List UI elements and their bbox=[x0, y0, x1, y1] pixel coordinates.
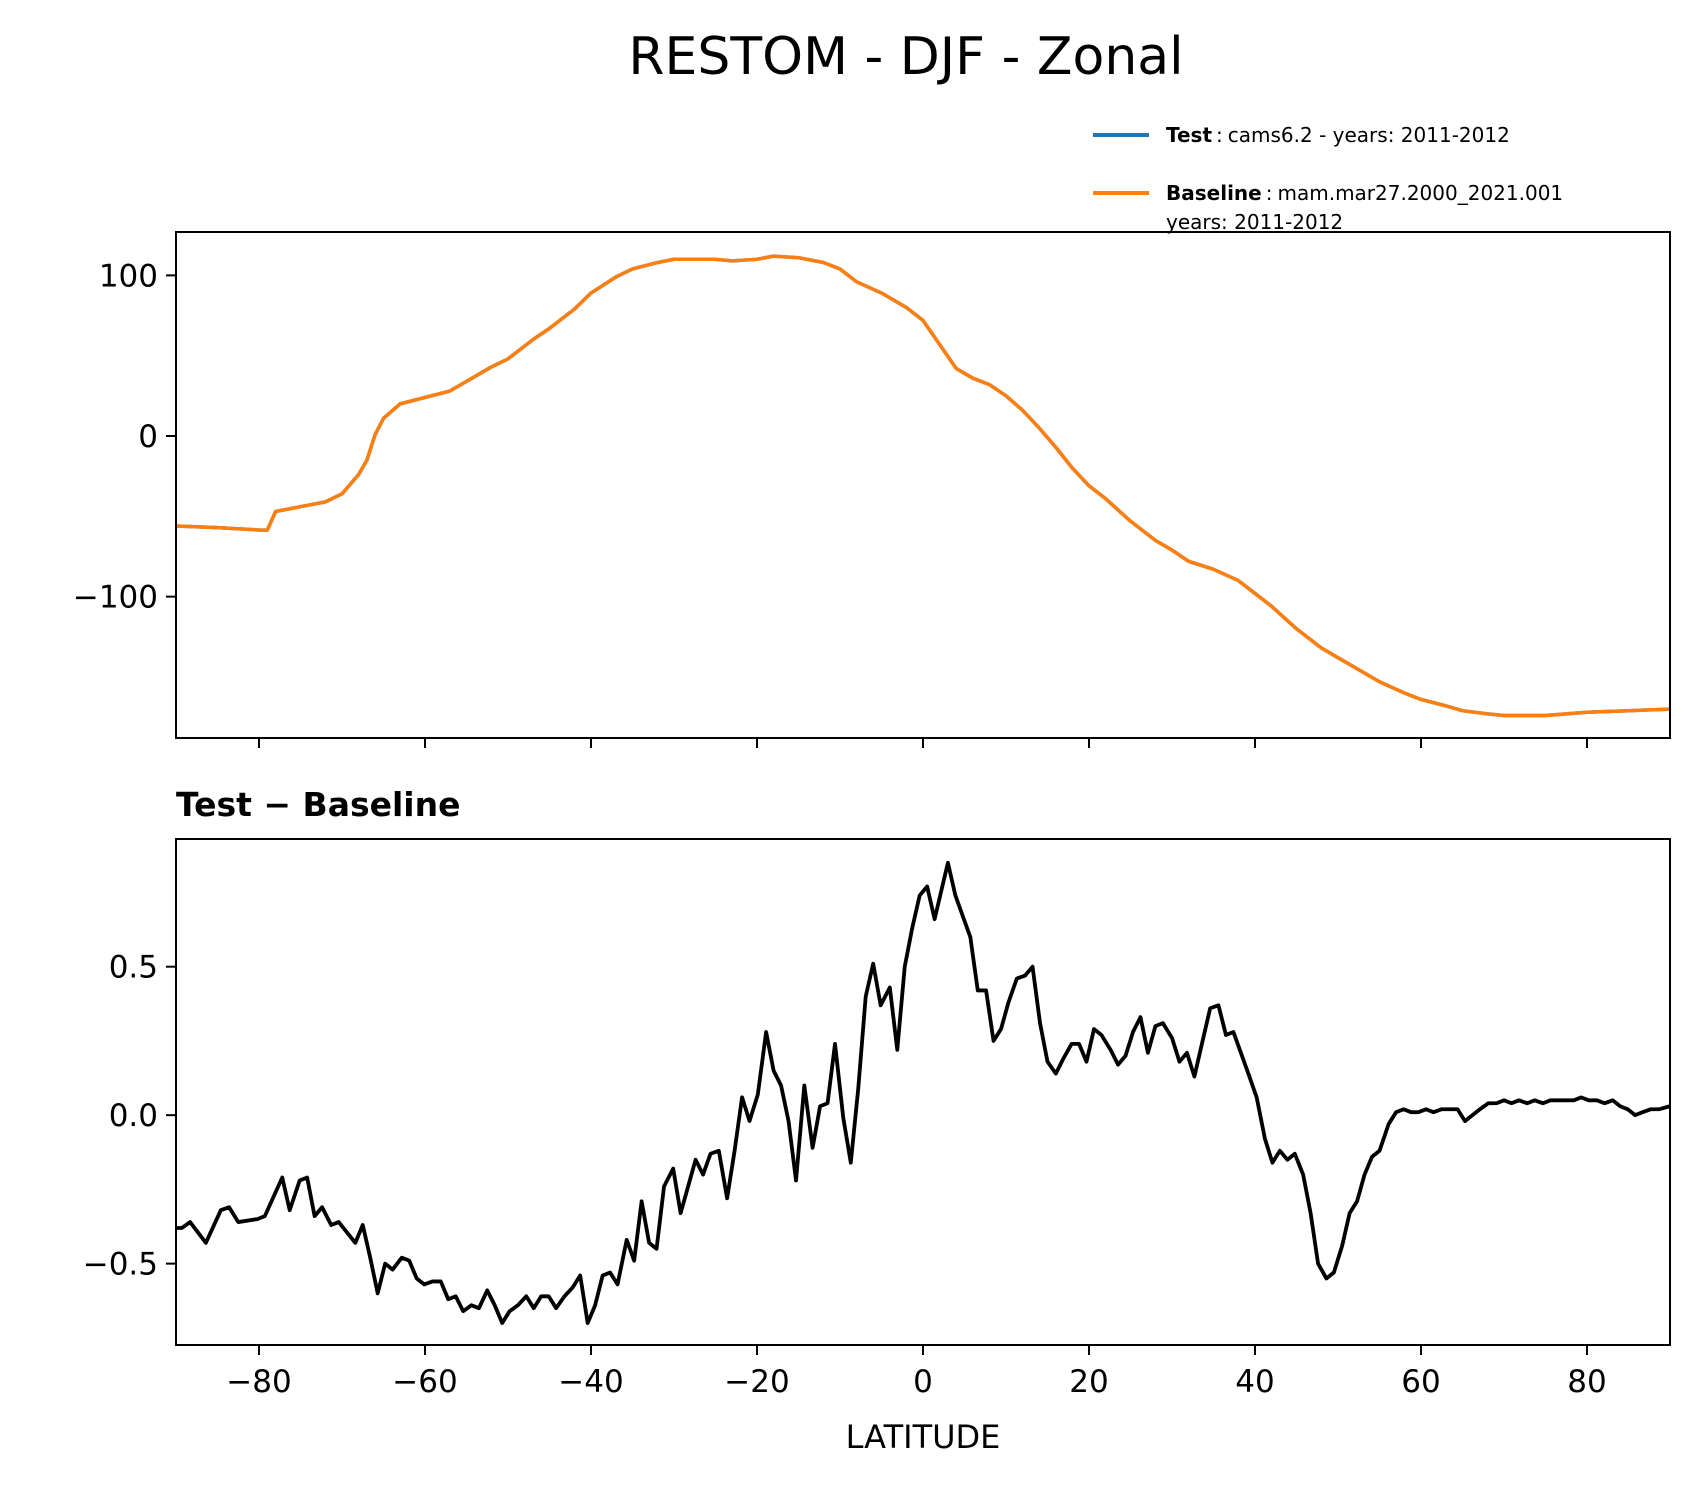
legend-name: Test bbox=[1166, 123, 1212, 147]
y-tick-label: −0.5 bbox=[83, 1247, 158, 1283]
legend-label: Test: cams6.2 - years: 2011-2012 bbox=[1166, 123, 1510, 147]
y-tick-label: 100 bbox=[99, 258, 158, 294]
figure-title: RESTOM - DJF - Zonal bbox=[628, 27, 1183, 87]
x-tick-label: −60 bbox=[392, 1364, 457, 1400]
difference-line bbox=[176, 860, 1670, 1325]
legend-name: Baseline bbox=[1166, 181, 1262, 205]
y-tick-label: 0.0 bbox=[109, 1098, 158, 1134]
legend-text: years: 2011-2012 bbox=[1166, 210, 1343, 234]
x-tick-label: 80 bbox=[1567, 1364, 1606, 1400]
x-tick-label: 60 bbox=[1401, 1364, 1440, 1400]
series-line bbox=[176, 254, 1670, 718]
x-tick-label: −40 bbox=[558, 1364, 623, 1400]
y-tick-label: 0.5 bbox=[109, 950, 158, 986]
x-axis-label: LATITUDE bbox=[846, 1418, 1001, 1456]
legend-text: mam.mar27.2000_2021.001 bbox=[1277, 181, 1563, 205]
legend-separator: : bbox=[1266, 181, 1273, 205]
y-tick-label: −100 bbox=[73, 580, 158, 616]
legend-label: Baseline: mam.mar27.2000_2021.001 years: 2… bbox=[1166, 181, 1563, 234]
x-tick-label: −20 bbox=[724, 1364, 789, 1400]
series-line bbox=[176, 254, 1670, 718]
x-tick-label: −80 bbox=[226, 1364, 291, 1400]
axes-frame bbox=[175, 231, 1671, 739]
legend-text: cams6.2 - years: 2011-2012 bbox=[1228, 123, 1510, 147]
legend-separator: : bbox=[1216, 123, 1223, 147]
y-tick-label: 0 bbox=[138, 419, 158, 455]
subplot-title: Test − Baseline bbox=[176, 785, 461, 824]
axes-frame bbox=[175, 838, 1671, 1346]
x-tick-label: 20 bbox=[1069, 1364, 1108, 1400]
x-tick-label: 40 bbox=[1235, 1364, 1274, 1400]
x-tick-label: 0 bbox=[913, 1364, 933, 1400]
